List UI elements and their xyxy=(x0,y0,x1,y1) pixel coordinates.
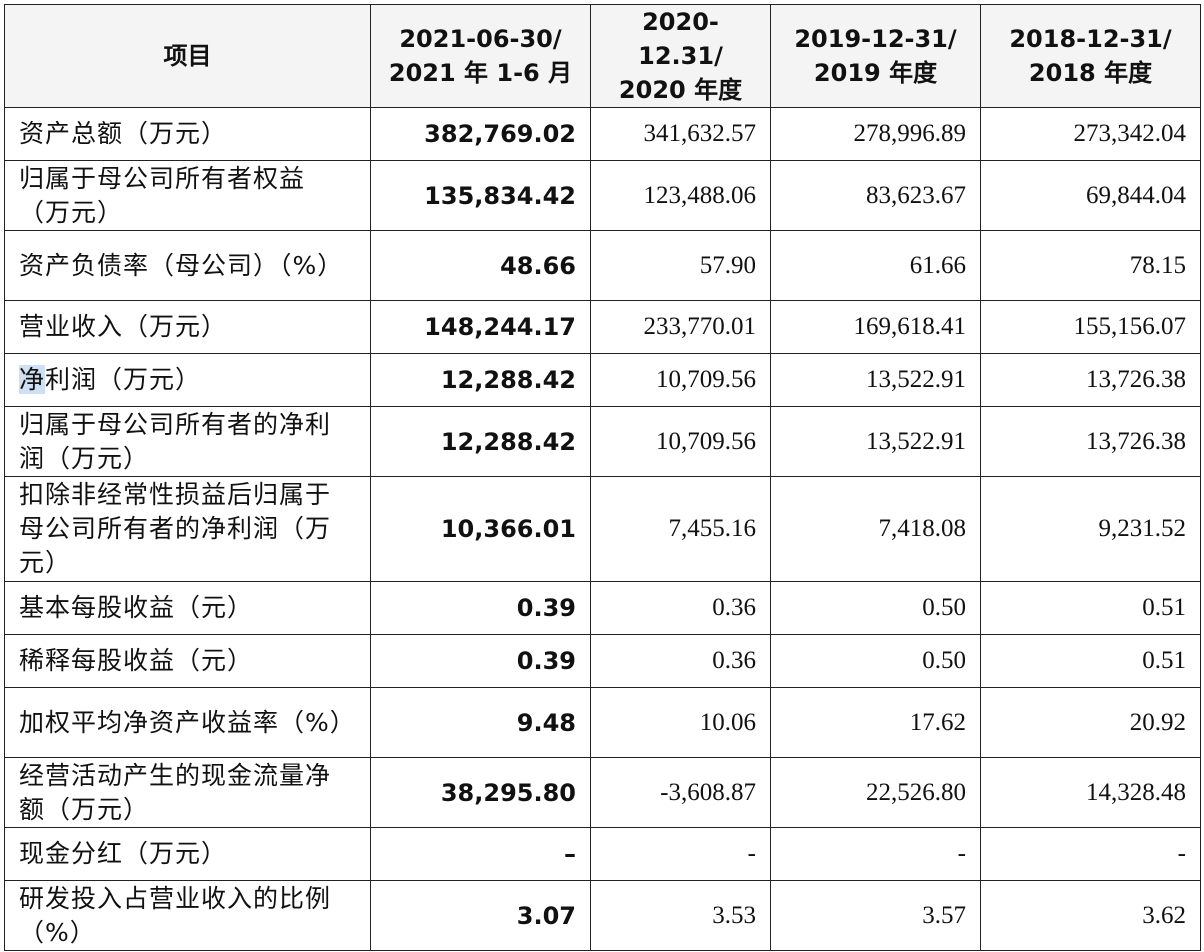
value-2020: 341,632.57 xyxy=(590,107,771,161)
value-2020: 3.53 xyxy=(590,880,771,951)
header-2018: 2018-12-31/2018 年度 xyxy=(980,4,1201,108)
value-2018: - xyxy=(980,827,1201,881)
value-2018: 0.51 xyxy=(980,581,1201,635)
value-2019: 7,418.08 xyxy=(770,476,981,582)
row-label: 现金分红（万元） xyxy=(4,827,371,881)
value-2020: - xyxy=(590,827,771,881)
value-2021: 3.07 xyxy=(370,880,591,951)
row-label: 基本每股收益（元） xyxy=(4,581,371,635)
row-label: 资产总额（万元） xyxy=(4,107,371,161)
table-row: 营业收入（万元） 148,244.17 233,770.01 169,618.4… xyxy=(4,300,1201,354)
value-2021: – xyxy=(370,827,591,881)
value-2020: 123,488.06 xyxy=(590,160,771,231)
value-2020: 233,770.01 xyxy=(590,300,771,354)
row-label: 归属于母公司所有者的净利润（万元） xyxy=(4,406,371,477)
header-item: 项目 xyxy=(4,4,371,108)
value-2021: 10,366.01 xyxy=(370,476,591,582)
value-2021: 38,295.80 xyxy=(370,757,591,828)
table-row: 资产负债率（母公司）（%） 48.66 57.90 61.66 78.15 xyxy=(4,230,1201,301)
header-2020: 2020-12.31/2020 年度 xyxy=(590,4,771,108)
value-2018: 155,156.07 xyxy=(980,300,1201,354)
value-2020: 10,709.56 xyxy=(590,406,771,477)
value-2019: - xyxy=(770,827,981,881)
value-2018: 14,328.48 xyxy=(980,757,1201,828)
value-2019: 22,526.80 xyxy=(770,757,981,828)
value-2018: 78.15 xyxy=(980,230,1201,301)
selection-highlight: 净 xyxy=(19,365,46,394)
row-label: 净利润（万元） xyxy=(4,353,371,407)
value-2021: 48.66 xyxy=(370,230,591,301)
table-row: 扣除非经常性损益后归属于母公司所有者的净利润（万元） 10,366.01 7,4… xyxy=(4,476,1201,582)
value-2018: 9,231.52 xyxy=(980,476,1201,582)
financial-summary-table: 项目 2021-06-30/2021 年 1-6 月 2020-12.31/20… xyxy=(4,4,1201,951)
table-row: 基本每股收益（元） 0.39 0.36 0.50 0.51 xyxy=(4,581,1201,635)
header-2021: 2021-06-30/2021 年 1-6 月 xyxy=(370,4,591,108)
value-2019: 13,522.91 xyxy=(770,406,981,477)
value-2021: 382,769.02 xyxy=(370,107,591,161)
value-2018: 273,342.04 xyxy=(980,107,1201,161)
table-row: 加权平均净资产收益率（%） 9.48 10.06 17.62 20.92 xyxy=(4,687,1201,758)
value-2021: 0.39 xyxy=(370,581,591,635)
value-2020: -3,608.87 xyxy=(590,757,771,828)
row-label: 归属于母公司所有者权益（万元） xyxy=(4,160,371,231)
value-2021: 0.39 xyxy=(370,634,591,688)
value-2020: 0.36 xyxy=(590,581,771,635)
value-2021: 148,244.17 xyxy=(370,300,591,354)
value-2020: 10,709.56 xyxy=(590,353,771,407)
value-2018: 0.51 xyxy=(980,634,1201,688)
value-2019: 13,522.91 xyxy=(770,353,981,407)
value-2019: 278,996.89 xyxy=(770,107,981,161)
table-row: 经营活动产生的现金流量净额（万元） 38,295.80 -3,608.87 22… xyxy=(4,757,1201,828)
row-label: 稀释每股收益（元） xyxy=(4,634,371,688)
row-label: 研发投入占营业收入的比例（%） xyxy=(4,880,371,951)
value-2020: 7,455.16 xyxy=(590,476,771,582)
table-row: 资产总额（万元） 382,769.02 341,632.57 278,996.8… xyxy=(4,107,1201,161)
table-row: 归属于母公司所有者的净利润（万元） 12,288.42 10,709.56 13… xyxy=(4,406,1201,477)
row-label: 资产负债率（母公司）（%） xyxy=(4,230,371,301)
row-label: 经营活动产生的现金流量净额（万元） xyxy=(4,757,371,828)
value-2018: 69,844.04 xyxy=(980,160,1201,231)
value-2020: 0.36 xyxy=(590,634,771,688)
table-row: 归属于母公司所有者权益（万元） 135,834.42 123,488.06 83… xyxy=(4,160,1201,231)
table-row: 净利润（万元） 12,288.42 10,709.56 13,522.91 13… xyxy=(4,353,1201,407)
header-row: 项目 2021-06-30/2021 年 1-6 月 2020-12.31/20… xyxy=(4,4,1201,108)
value-2018: 20.92 xyxy=(980,687,1201,758)
table-row: 研发投入占营业收入的比例（%） 3.07 3.53 3.57 3.62 xyxy=(4,880,1201,951)
value-2021: 12,288.42 xyxy=(370,406,591,477)
value-2018: 3.62 xyxy=(980,880,1201,951)
row-label: 加权平均净资产收益率（%） xyxy=(4,687,371,758)
table-row: 现金分红（万元） – - - - xyxy=(4,827,1201,881)
row-label: 营业收入（万元） xyxy=(4,300,371,354)
value-2021: 9.48 xyxy=(370,687,591,758)
value-2019: 61.66 xyxy=(770,230,981,301)
table-row: 稀释每股收益（元） 0.39 0.36 0.50 0.51 xyxy=(4,634,1201,688)
value-2019: 83,623.67 xyxy=(770,160,981,231)
value-2020: 57.90 xyxy=(590,230,771,301)
header-2019: 2019-12-31/2019 年度 xyxy=(770,4,981,108)
row-label: 扣除非经常性损益后归属于母公司所有者的净利润（万元） xyxy=(4,476,371,582)
value-2019: 17.62 xyxy=(770,687,981,758)
value-2019: 0.50 xyxy=(770,581,981,635)
value-2018: 13,726.38 xyxy=(980,406,1201,477)
value-2019: 0.50 xyxy=(770,634,981,688)
value-2018: 13,726.38 xyxy=(980,353,1201,407)
value-2019: 3.57 xyxy=(770,880,981,951)
value-2021: 12,288.42 xyxy=(370,353,591,407)
value-2019: 169,618.41 xyxy=(770,300,981,354)
value-2021: 135,834.42 xyxy=(370,160,591,231)
value-2020: 10.06 xyxy=(590,687,771,758)
